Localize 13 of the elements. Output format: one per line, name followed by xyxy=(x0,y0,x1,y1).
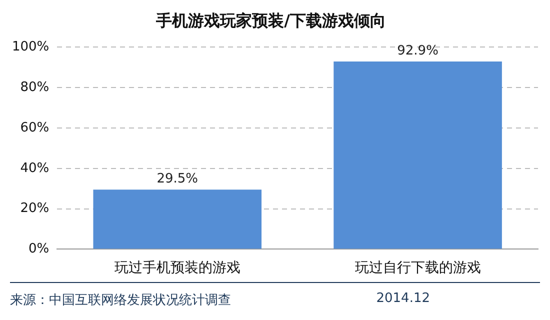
text: 2014.12 xyxy=(376,291,430,308)
data-label: 92.9% xyxy=(397,43,438,58)
data-label: 29.5% xyxy=(156,171,198,186)
y-tick-label: 80% xyxy=(20,80,50,95)
y-tick-label: 0% xyxy=(28,242,50,257)
x-tick-label: 玩过手机预装的游戏 xyxy=(114,260,240,276)
source-note: 来源：中国互联网络发展状况统计调查 xyxy=(10,292,231,309)
y-tick-label: 20% xyxy=(20,201,50,216)
y-tick-label: 40% xyxy=(20,160,50,176)
chart-title: 手机游戏玩家预装/下载游戏倾向 xyxy=(155,10,386,30)
x-tick-label: 玩过自行下载的游戏 xyxy=(354,260,481,276)
y-tick-label: 100% xyxy=(12,40,50,55)
y-tick-label: 60% xyxy=(20,120,50,136)
